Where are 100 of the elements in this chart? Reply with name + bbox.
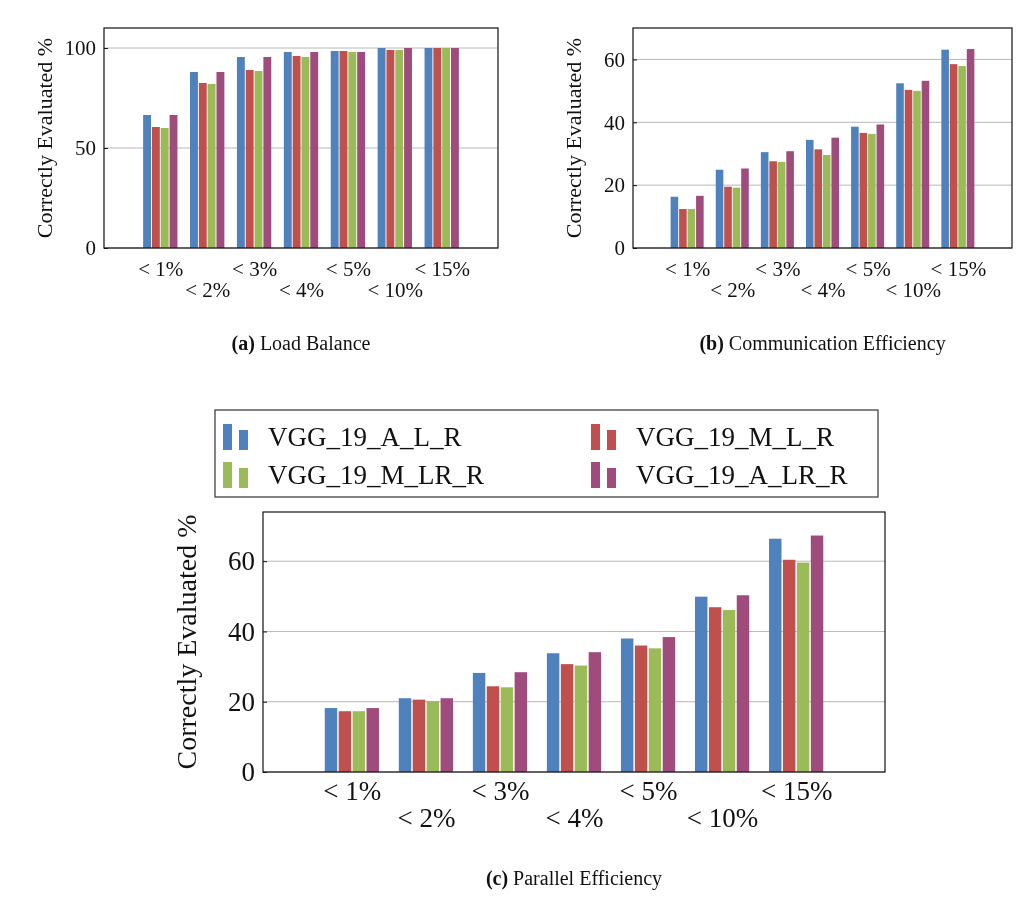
bar	[442, 48, 451, 248]
bar	[670, 196, 679, 248]
x-tick-label: < 1%	[138, 257, 184, 281]
bar	[966, 49, 975, 248]
text: (c) Parallel Efficiency	[485, 867, 663, 890]
bar	[357, 52, 366, 248]
bar	[687, 209, 696, 248]
bar	[648, 648, 662, 772]
bar	[694, 596, 708, 772]
bar	[324, 708, 338, 772]
bar	[574, 665, 588, 772]
bar	[814, 149, 823, 248]
bar	[769, 538, 782, 772]
x-tick-label: < 3%	[755, 257, 801, 281]
bar	[440, 698, 454, 772]
bar	[724, 186, 732, 248]
y-tick-label: 20	[228, 686, 255, 717]
x-tick-label: < 5%	[619, 776, 678, 806]
x-tick-label: < 15%	[414, 257, 471, 281]
bar	[486, 686, 500, 772]
bar	[921, 80, 930, 248]
bar	[708, 607, 722, 772]
x-tick-label: < 5%	[845, 257, 891, 281]
legend-label: VGG_19_A_L_R	[268, 422, 462, 452]
bar	[560, 664, 574, 772]
bar	[216, 72, 225, 248]
bar	[715, 169, 724, 248]
y-axis-title: Correctly Evaluated %	[560, 37, 586, 239]
bar	[366, 708, 379, 772]
bar	[679, 209, 687, 248]
bar	[851, 126, 859, 248]
x-tick-label: < 4%	[278, 278, 325, 302]
bar	[760, 152, 769, 248]
y-tick-label: 20	[604, 173, 625, 198]
bar	[500, 687, 514, 772]
bar	[236, 57, 245, 248]
bar	[348, 52, 357, 248]
bar	[190, 72, 198, 248]
bar	[338, 711, 352, 772]
x-tick-label: < 1%	[323, 776, 382, 806]
y-tick-label: 50	[75, 136, 96, 161]
y-axis-title: Correctly Evaluated %	[170, 514, 202, 770]
y-tick-label: 100	[64, 36, 96, 61]
legend-label: VGG_19_M_L_R	[636, 422, 835, 452]
bar	[722, 610, 736, 772]
y-axis-title: Correctly Evaluated %	[31, 37, 57, 239]
bar	[386, 50, 395, 248]
y-tick-label: 0	[85, 236, 96, 261]
bar	[941, 49, 949, 248]
bar	[662, 637, 676, 772]
bar	[151, 127, 160, 248]
bar	[404, 48, 412, 248]
x-tick-label: < 3%	[471, 776, 530, 806]
bar	[426, 701, 440, 772]
bar	[822, 154, 831, 248]
bar	[831, 137, 840, 248]
x-tick-label: < 1%	[665, 257, 711, 281]
bar	[588, 652, 602, 772]
bar	[245, 70, 254, 248]
bar	[377, 48, 386, 248]
y-tick-label: 0	[241, 757, 255, 788]
bar	[896, 83, 904, 248]
bar	[732, 187, 741, 248]
bar	[207, 84, 216, 248]
bar	[301, 57, 310, 248]
x-tick-label: < 2%	[397, 803, 456, 833]
bar	[292, 56, 301, 248]
x-tick-label: < 2%	[185, 278, 231, 302]
bar	[514, 672, 528, 772]
bar	[546, 653, 560, 772]
bar	[412, 699, 426, 772]
legend-label: VGG_19_A_LR_R	[636, 460, 848, 490]
bar	[143, 115, 151, 248]
bar	[805, 139, 814, 248]
bar	[810, 535, 824, 772]
bar	[330, 51, 339, 248]
bar	[398, 698, 412, 772]
bar	[913, 90, 921, 248]
bar	[433, 48, 442, 248]
bar	[868, 133, 876, 248]
text: (a) Load Balance	[231, 332, 371, 355]
x-tick-label: < 4%	[545, 803, 604, 833]
y-tick-label: 60	[228, 546, 255, 577]
text: (b) Communication Efficiency	[699, 332, 946, 355]
x-tick-label: < 10%	[367, 278, 424, 302]
bar	[876, 124, 885, 248]
bar	[620, 638, 634, 772]
x-tick-label: < 15%	[760, 776, 833, 806]
x-tick-label: < 4%	[800, 278, 846, 302]
x-tick-label: < 15%	[930, 257, 987, 281]
bar	[859, 132, 868, 248]
bar	[949, 64, 958, 248]
bar	[904, 89, 913, 248]
bar	[736, 595, 750, 772]
bar	[352, 711, 366, 772]
bar	[958, 66, 966, 248]
bar	[796, 562, 810, 772]
y-tick-label: 40	[228, 616, 255, 647]
bar	[769, 161, 777, 248]
x-tick-label: < 3%	[232, 257, 278, 281]
